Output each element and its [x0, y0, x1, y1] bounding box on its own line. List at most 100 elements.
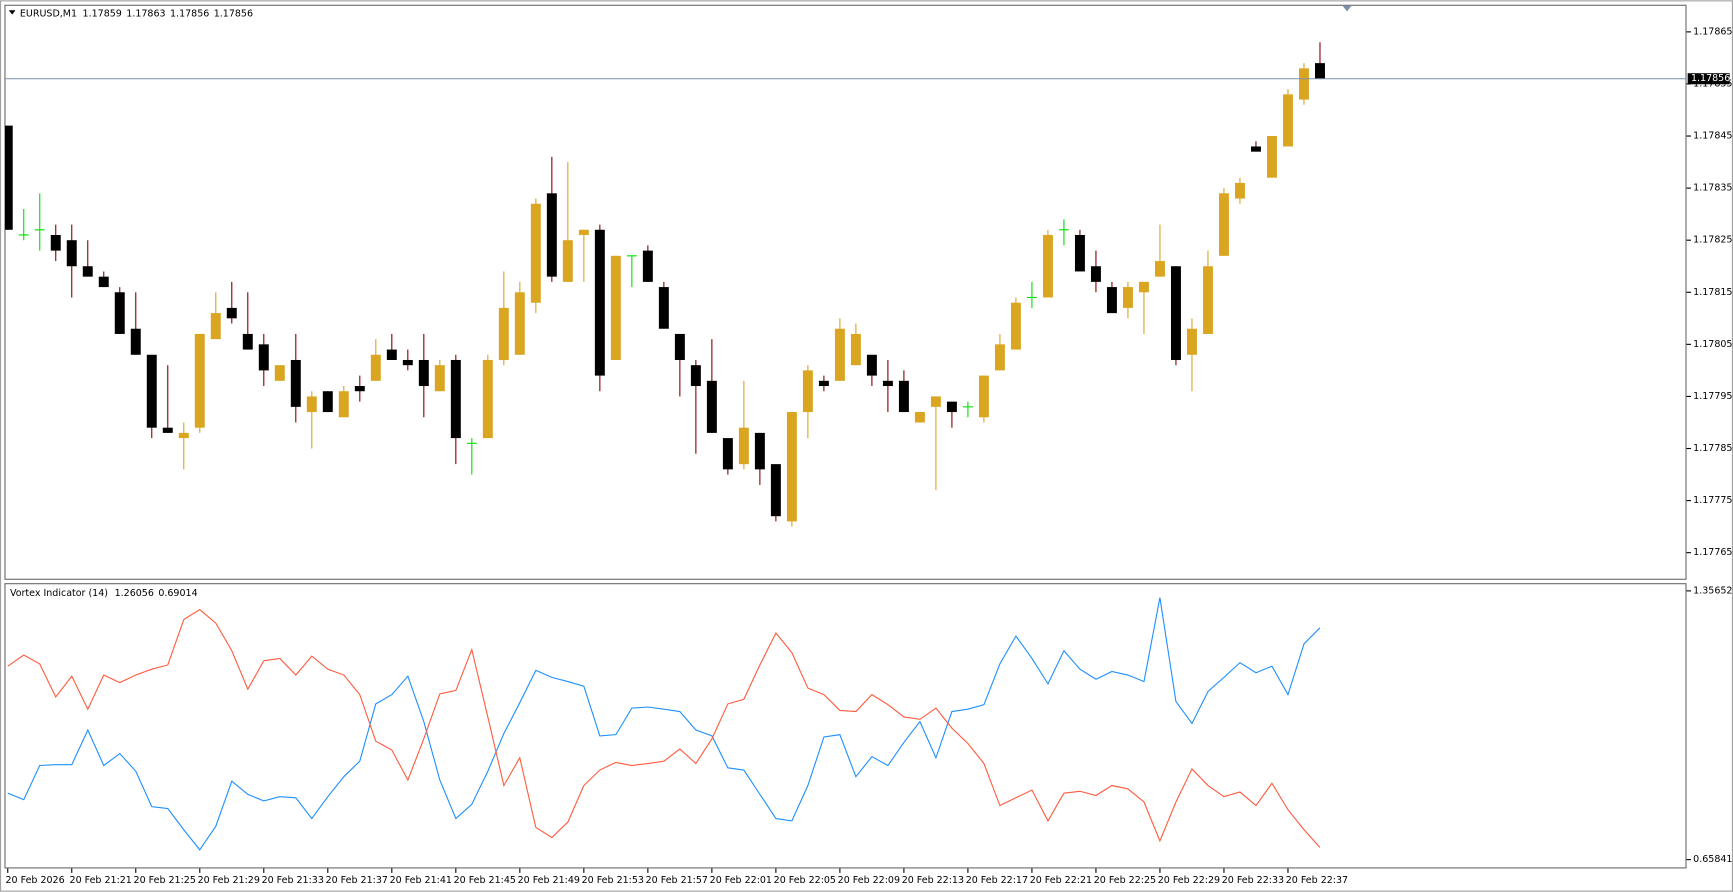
candle-body	[1298, 68, 1309, 100]
candle-body	[946, 401, 957, 413]
candle-body	[786, 412, 797, 522]
indicator-line	[7, 597, 1321, 851]
candle-body	[1154, 261, 1165, 277]
candle-body	[1042, 234, 1053, 298]
candle-body	[1250, 146, 1261, 152]
candle-body	[4, 125, 13, 230]
chart-title: EURUSD,M1	[20, 8, 77, 19]
candle-body	[690, 365, 701, 387]
x-tick-label: 20 Feb 22:13	[902, 875, 964, 886]
candle-body	[210, 313, 221, 340]
indicator-header: Vortex Indicator (14) 1.26056 0.69014	[10, 588, 198, 599]
y-tick-label: 1.17815	[1693, 287, 1732, 298]
x-tick-label: 20 Feb 21:37	[326, 875, 388, 886]
candle-body	[450, 359, 461, 439]
x-tick-label: 20 Feb 21:57	[646, 875, 708, 886]
indicator-value-minus: 0.69014	[158, 588, 197, 599]
candle-body	[370, 354, 381, 381]
candle-body	[402, 359, 413, 366]
candle-body	[50, 234, 61, 251]
candle-body	[130, 328, 141, 355]
candle-body	[834, 328, 845, 381]
x-tick-label: 20 Feb 22:37	[1286, 875, 1348, 886]
candle-body	[434, 365, 445, 392]
indicator-plot	[7, 597, 1321, 851]
candle-body	[914, 412, 925, 423]
x-tick-label: 20 Feb 22:05	[774, 875, 836, 886]
x-tick-label: 20 Feb 21:29	[198, 875, 260, 886]
header-low: 1.17856	[170, 8, 209, 19]
candle-body	[162, 427, 173, 433]
candle-body	[978, 375, 989, 418]
x-tick-label: 20 Feb 21:53	[582, 875, 644, 886]
y-tick-label: 1.17785	[1693, 443, 1732, 454]
header-open: 1.17859	[83, 8, 122, 19]
candle-body	[482, 359, 493, 439]
candle-body	[146, 354, 157, 428]
candle-body	[386, 349, 397, 360]
candle-body	[354, 386, 365, 392]
candle-body	[850, 333, 861, 366]
y-tick-label: 1.17835	[1693, 183, 1732, 194]
x-tick-label: 20 Feb 21:25	[134, 875, 196, 886]
indicator-title: Vortex Indicator (14)	[10, 588, 108, 599]
candle-body	[594, 229, 605, 376]
candle-body	[82, 266, 93, 277]
candle-body	[674, 333, 685, 360]
x-tick-label: 20 Feb 22:33	[1222, 875, 1284, 886]
x-tick-label: 20 Feb 22:21	[1030, 875, 1092, 886]
x-tick-label: 20 Feb 21:49	[518, 875, 580, 886]
candle-body	[1074, 234, 1085, 272]
x-tick-label: 20 Feb 22:01	[710, 875, 772, 886]
y-tick-label: 1.17775	[1693, 495, 1732, 506]
candle-body	[770, 464, 781, 517]
candle-body	[1090, 266, 1101, 282]
x-tick-label: 20 Feb 21:33	[262, 875, 324, 886]
candle-body	[274, 365, 285, 381]
y-tick-label: 1.17765	[1693, 547, 1732, 558]
candle-body	[98, 276, 109, 288]
candle-body	[898, 380, 909, 413]
y-tick-label: 0.65841	[1693, 854, 1732, 865]
candle-body	[1122, 287, 1133, 308]
candle-body	[290, 359, 301, 407]
candle-body	[418, 359, 429, 387]
shift-marker	[1342, 5, 1352, 12]
candle-body	[1138, 281, 1149, 293]
y-tick-label: 1.17845	[1693, 131, 1732, 142]
x-tick-label: 20 Feb 21:21	[70, 875, 132, 886]
x-tick-label: 20 Feb 22:29	[1158, 875, 1220, 886]
candle-body	[1218, 193, 1229, 256]
candle-body	[546, 193, 557, 277]
candle-body	[706, 380, 717, 433]
x-tick-label: 20 Feb 2026	[6, 875, 65, 886]
chart-header: EURUSD,M1 1.17859 1.17863 1.17856 1.17856	[20, 8, 253, 19]
y-tick-label: 1.17825	[1693, 235, 1732, 246]
candle-body	[1186, 328, 1197, 355]
candle-body	[754, 432, 765, 470]
menu-arrow[interactable]	[8, 10, 16, 15]
indicator-line	[7, 608, 1321, 848]
x-tick-label: 20 Feb 22:25	[1094, 875, 1156, 886]
y-tick-label: 1.35652	[1693, 585, 1732, 596]
candle-body	[882, 380, 893, 387]
x-tick-label: 20 Feb 22:17	[966, 875, 1028, 886]
candle-body	[866, 354, 877, 376]
candle-body	[802, 370, 813, 413]
candle-body	[930, 396, 941, 407]
candle-body	[514, 292, 525, 355]
candle-body	[1202, 266, 1213, 334]
candle-body	[1170, 266, 1181, 360]
candle-body	[498, 307, 509, 360]
candle-body	[562, 240, 573, 282]
main-plot	[4, 42, 1686, 527]
candle-body	[322, 391, 333, 413]
candle-body	[258, 344, 269, 371]
candle-body	[178, 432, 189, 439]
candle-body	[226, 307, 237, 319]
candle-body	[642, 250, 653, 282]
axes: 1.178651.178551.178451.178351.178251.178…	[6, 26, 1733, 886]
candle-body	[194, 333, 205, 428]
candle-body	[1315, 63, 1325, 79]
